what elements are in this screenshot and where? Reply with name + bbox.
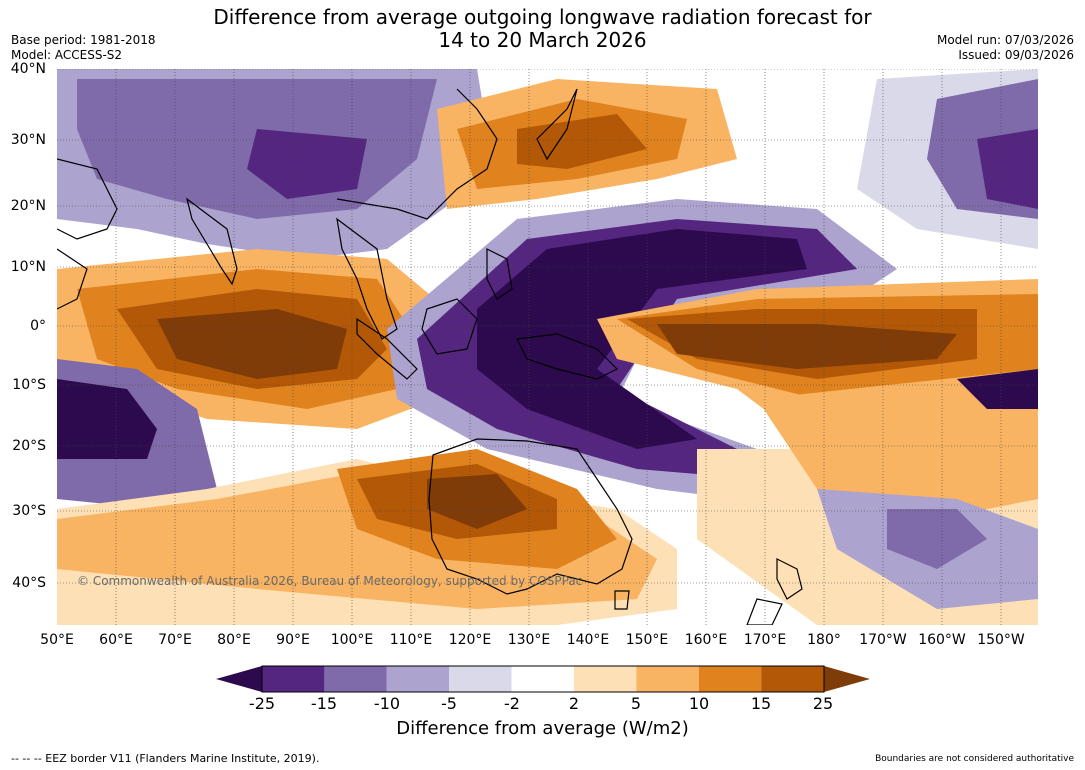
colorbar-segment-2 — [324, 666, 387, 692]
lat-label-40s: 40°S — [12, 575, 46, 591]
lon-label-160e: 160°E — [684, 632, 728, 648]
map-title: Difference from average outgoing longwav… — [213, 5, 872, 29]
lon-label-150w: 150°W — [977, 632, 1025, 648]
ne-pacific-suppressed-core — [977, 129, 1038, 209]
map-canvas — [57, 69, 1038, 625]
tibet-suppressed-core — [247, 129, 367, 199]
lat-label-30s: 30°S — [12, 503, 46, 519]
colorbar-segment-3 — [386, 666, 450, 692]
colorbar-segment-5 — [511, 666, 574, 692]
lon-label-170e: 170°E — [743, 632, 787, 648]
lon-label-120e: 120°E — [448, 632, 492, 648]
colorbar-tick: 5 — [630, 694, 642, 713]
australia-enhanced-max — [427, 474, 527, 529]
copyright-notice: © Commonwealth of Australia 2026, Bureau… — [77, 574, 583, 588]
model-name: Model: ACCESS-S2 — [11, 48, 123, 62]
lon-label-180: 180° — [807, 632, 841, 648]
new-zealand-south-coast — [746, 598, 783, 625]
lon-label-70e: 70°E — [158, 632, 192, 648]
issued-date: Issued: 09/03/2026 — [958, 48, 1074, 62]
coastlines — [57, 88, 803, 625]
colorbar-segment-7 — [636, 666, 699, 692]
colorbar-under-arrow — [216, 666, 262, 692]
lat-label-30n: 30°N — [10, 132, 46, 148]
lon-label-130e: 130°E — [507, 632, 551, 648]
lon-label-160w: 160°W — [918, 632, 966, 648]
lat-label-10s: 10°S — [12, 377, 46, 393]
new-zealand-north-coast — [776, 558, 803, 600]
lon-label-90e: 90°E — [276, 632, 310, 648]
east-pacific-suppressed — [957, 369, 1038, 409]
lon-label-140e: 140°E — [566, 632, 610, 648]
japan-coast — [536, 88, 578, 161]
colorbar-tick: -15 — [310, 694, 338, 713]
tasmania-coast — [614, 590, 630, 610]
lat-label-20s: 20°S — [12, 438, 46, 454]
lat-label-20n: 20°N — [10, 198, 46, 214]
colorbar-segment-9 — [761, 666, 824, 692]
lon-label-150e: 150°E — [625, 632, 669, 648]
olr-anomaly-map[interactable]: © Commonwealth of Australia 2026, Bureau… — [57, 69, 1038, 625]
model-run: Model run: 07/03/2026 — [936, 33, 1074, 47]
eez-border-note: -- -- -- EEZ border V11 (Flanders Marine… — [11, 752, 320, 765]
borneo-coast — [421, 298, 478, 355]
sw-indian-suppressed-core — [57, 379, 157, 459]
south-pacific-enhanced-core — [757, 369, 1038, 519]
colorbar — [216, 665, 870, 693]
colorbar-tick: -2 — [504, 694, 520, 713]
philippines-coast — [486, 248, 513, 300]
colorbar-tick: 2 — [568, 694, 580, 713]
australia-coast — [428, 438, 633, 595]
west-pacific-suppressed-core — [477, 229, 807, 449]
lon-label-50e: 50°E — [40, 632, 74, 648]
south-pacific-suppressed-core — [887, 509, 987, 569]
colorbar-segment-6 — [574, 666, 637, 692]
boundaries-disclaimer: Boundaries are not considered authoritat… — [875, 754, 1074, 764]
indochina-coast — [336, 217, 398, 340]
lon-label-80e: 80°E — [217, 632, 251, 648]
colorbar-tick: 10 — [688, 694, 710, 713]
indian-ocean-enhanced-max — [157, 309, 347, 379]
lon-label-100e: 100°E — [330, 632, 374, 648]
indian-subcontinent-coast — [186, 197, 238, 286]
china-coast — [336, 88, 498, 220]
lon-label-170w: 170°W — [859, 632, 907, 648]
base-period: Base period: 1981-2018 — [11, 33, 156, 47]
africa-coast — [57, 248, 88, 310]
lat-label-10n: 10°N — [10, 259, 46, 275]
colorbar-tick: 15 — [750, 694, 772, 713]
colorbar-tick: -5 — [441, 694, 457, 713]
arabia-coast — [57, 158, 118, 240]
colorbar-label: Difference from average (W/m2) — [396, 718, 689, 739]
colorbar-frame — [261, 665, 825, 693]
colorbar-tick: -25 — [248, 694, 276, 713]
colorbar-segment-8 — [698, 666, 762, 692]
map-subtitle-period: 14 to 20 March 2026 — [438, 28, 647, 52]
colorbar-segment-1 — [262, 666, 325, 692]
lat-label-equator: 0° — [30, 318, 46, 334]
lon-label-60e: 60°E — [99, 632, 133, 648]
colorbar-tick: 25 — [812, 694, 834, 713]
sumatra-coast — [356, 317, 418, 380]
new-guinea-coast — [516, 333, 619, 380]
colorbar-tick: -10 — [373, 694, 401, 713]
colorbar-segment-4 — [449, 666, 512, 692]
colorbar-over-arrow — [824, 666, 870, 692]
lat-label-40n: 40°N — [10, 61, 46, 77]
central-pacific-enhanced-max — [657, 324, 957, 369]
lon-label-110e: 110°E — [389, 632, 433, 648]
